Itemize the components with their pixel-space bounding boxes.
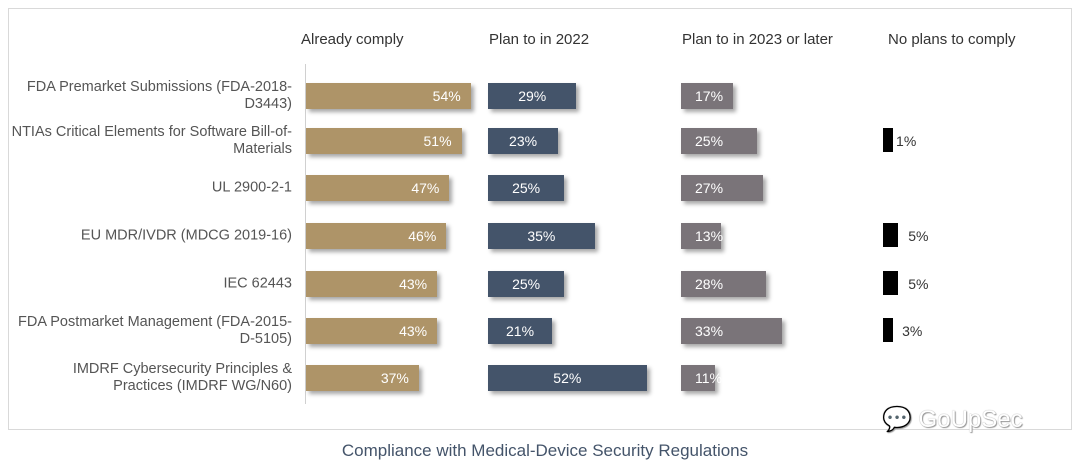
series-header: Plan to in 2022 [489,31,590,48]
bar-plan-to-in-2023-or-later: 33% [681,318,782,344]
data-label: 5% [908,228,929,244]
bar-plan-to-in-2022: 25% [488,175,565,201]
bar-already-comply: 37% [306,365,419,391]
bar-plan-to-in-2022: 29% [488,83,577,109]
category-label: IEC 62443 [223,275,292,292]
series-header: Already comply [301,31,404,48]
category-label: EU MDR/IVDR (MDCG 2019-16) [80,227,292,244]
category-label: NTIAs Critical Elements for Software Bil… [11,124,292,157]
chart-title: Compliance with Medical-Device Security … [341,441,749,460]
chart-frame [8,8,1072,430]
bar-already-comply: 51% [306,128,462,154]
watermark-logo: 💬 GoUpSec [882,406,1023,433]
series-header: No plans to comply [888,31,1016,48]
bar-no-plans-to-comply [883,318,893,342]
series-header: Plan to in 2023 or later [682,31,833,48]
bar-plan-to-in-2022: 52% [488,365,647,391]
category-label: FDA Postmarket Management (FDA-2015-D-51… [18,314,292,347]
bar-no-plans-to-comply [883,223,899,247]
bar-plan-to-in-2023-or-later: 17% [681,83,733,109]
bar-already-comply: 43% [306,271,438,297]
bar-no-plans-to-comply [883,271,899,295]
category-label: UL 2900-2-1 [211,179,292,196]
bar-plan-to-in-2023-or-later: 27% [681,175,764,201]
category-label: IMDRF Cybersecurity Principles & Practic… [72,361,292,394]
bar-already-comply: 47% [306,175,450,201]
data-label: 1% [896,133,917,149]
bar-plan-to-in-2023-or-later: 11% [681,365,722,391]
bar-plan-to-in-2022: 35% [488,223,595,249]
data-label: 5% [908,276,929,292]
bar-plan-to-in-2022: 23% [488,128,559,154]
bar-plan-to-in-2022: 21% [488,318,553,344]
category-axis-line [305,64,306,404]
bar-plan-to-in-2022: 25% [488,271,565,297]
bar-already-comply: 46% [306,223,447,249]
data-label: 3% [902,323,923,339]
bar-already-comply: 43% [306,318,438,344]
category-label: FDA Premarket Submissions (FDA-2018-D344… [26,79,292,112]
bar-plan-to-in-2023-or-later: 13% [681,223,723,249]
bar-no-plans-to-comply [883,128,893,152]
bar-plan-to-in-2023-or-later: 28% [681,271,767,297]
bar-already-comply: 54% [306,83,471,109]
bar-plan-to-in-2023-or-later: 25% [681,128,758,154]
